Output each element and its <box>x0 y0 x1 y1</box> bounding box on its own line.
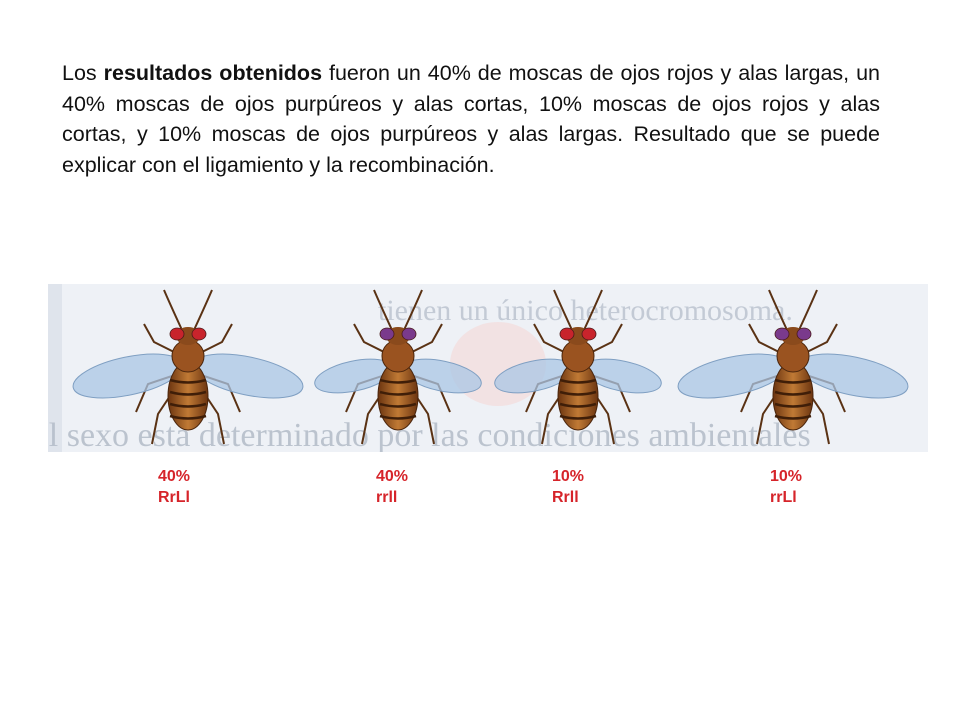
abdomen-stripe <box>559 414 597 420</box>
paragraph-intro: Los <box>62 61 104 85</box>
fly-4 <box>677 289 909 445</box>
abdomen-stripe <box>774 390 812 396</box>
antenna <box>373 289 393 331</box>
fly-percent-4: 10% <box>770 468 803 485</box>
fly-percent-2: 40% <box>376 468 409 485</box>
fly-2 <box>314 289 482 445</box>
fly-label-2: 40% rrll <box>376 466 466 508</box>
antenna <box>553 289 573 331</box>
fly-genotype-4: rrLl <box>770 489 797 506</box>
leg <box>748 323 784 355</box>
fly-label-3: 10% Rrll <box>552 466 642 508</box>
fly-1 <box>72 289 304 445</box>
abdomen-stripe <box>379 378 417 384</box>
left-eye <box>169 327 185 341</box>
paragraph-bold-term: resultados obtenidos <box>103 61 323 85</box>
abdomen-stripe <box>169 378 207 384</box>
paragraph-body: fueron un 40% de moscas de ojos rojos y … <box>62 61 881 177</box>
fly-label-1: 40% RrLl <box>158 466 248 508</box>
abdomen-stripe <box>559 390 597 396</box>
leg <box>353 323 389 355</box>
abdomen-stripe <box>169 390 207 396</box>
abdomen-stripe <box>379 390 417 396</box>
fly-genotype-2: rrll <box>376 489 398 506</box>
antenna <box>768 289 788 331</box>
left-eye <box>559 327 575 341</box>
abdomen-stripe <box>379 414 417 420</box>
leg <box>197 323 233 355</box>
right-eye <box>581 327 597 341</box>
left-eye <box>379 327 395 341</box>
antenna <box>403 289 423 331</box>
abdomen-stripe <box>169 402 207 408</box>
abdomen-stripe <box>559 402 597 408</box>
background-text-line-1: tienen un único heterocromosoma. <box>378 294 793 327</box>
left-eye <box>774 327 790 341</box>
abdomen-stripe <box>774 402 812 408</box>
fly-percent-1: 40% <box>158 468 191 485</box>
antenna <box>163 289 183 331</box>
flies-illustration: tienen un único heterocromosoma. El sexo… <box>48 284 928 452</box>
fly-genotype-1: RrLl <box>158 489 190 506</box>
abdomen-stripe <box>774 378 812 384</box>
leg <box>587 323 623 355</box>
results-paragraph: Los resultados obtenidos fueron un 40% d… <box>62 58 880 180</box>
antenna <box>583 289 603 331</box>
fly-label-4: 10% rrLl <box>770 466 860 508</box>
abdomen-stripe <box>169 414 207 420</box>
right-eye <box>796 327 812 341</box>
abdomen-stripe <box>774 414 812 420</box>
right-eye <box>401 327 417 341</box>
leg <box>533 323 569 355</box>
abdomen-stripe <box>559 378 597 384</box>
leg <box>143 323 179 355</box>
fly-3 <box>494 289 662 445</box>
right-eye <box>191 327 207 341</box>
fly-genotype-3: Rrll <box>552 489 579 506</box>
abdomen-stripe <box>379 402 417 408</box>
leg <box>407 323 443 355</box>
leg <box>802 323 838 355</box>
antenna <box>798 289 818 331</box>
antenna <box>193 289 213 331</box>
fly-percent-3: 10% <box>552 468 585 485</box>
